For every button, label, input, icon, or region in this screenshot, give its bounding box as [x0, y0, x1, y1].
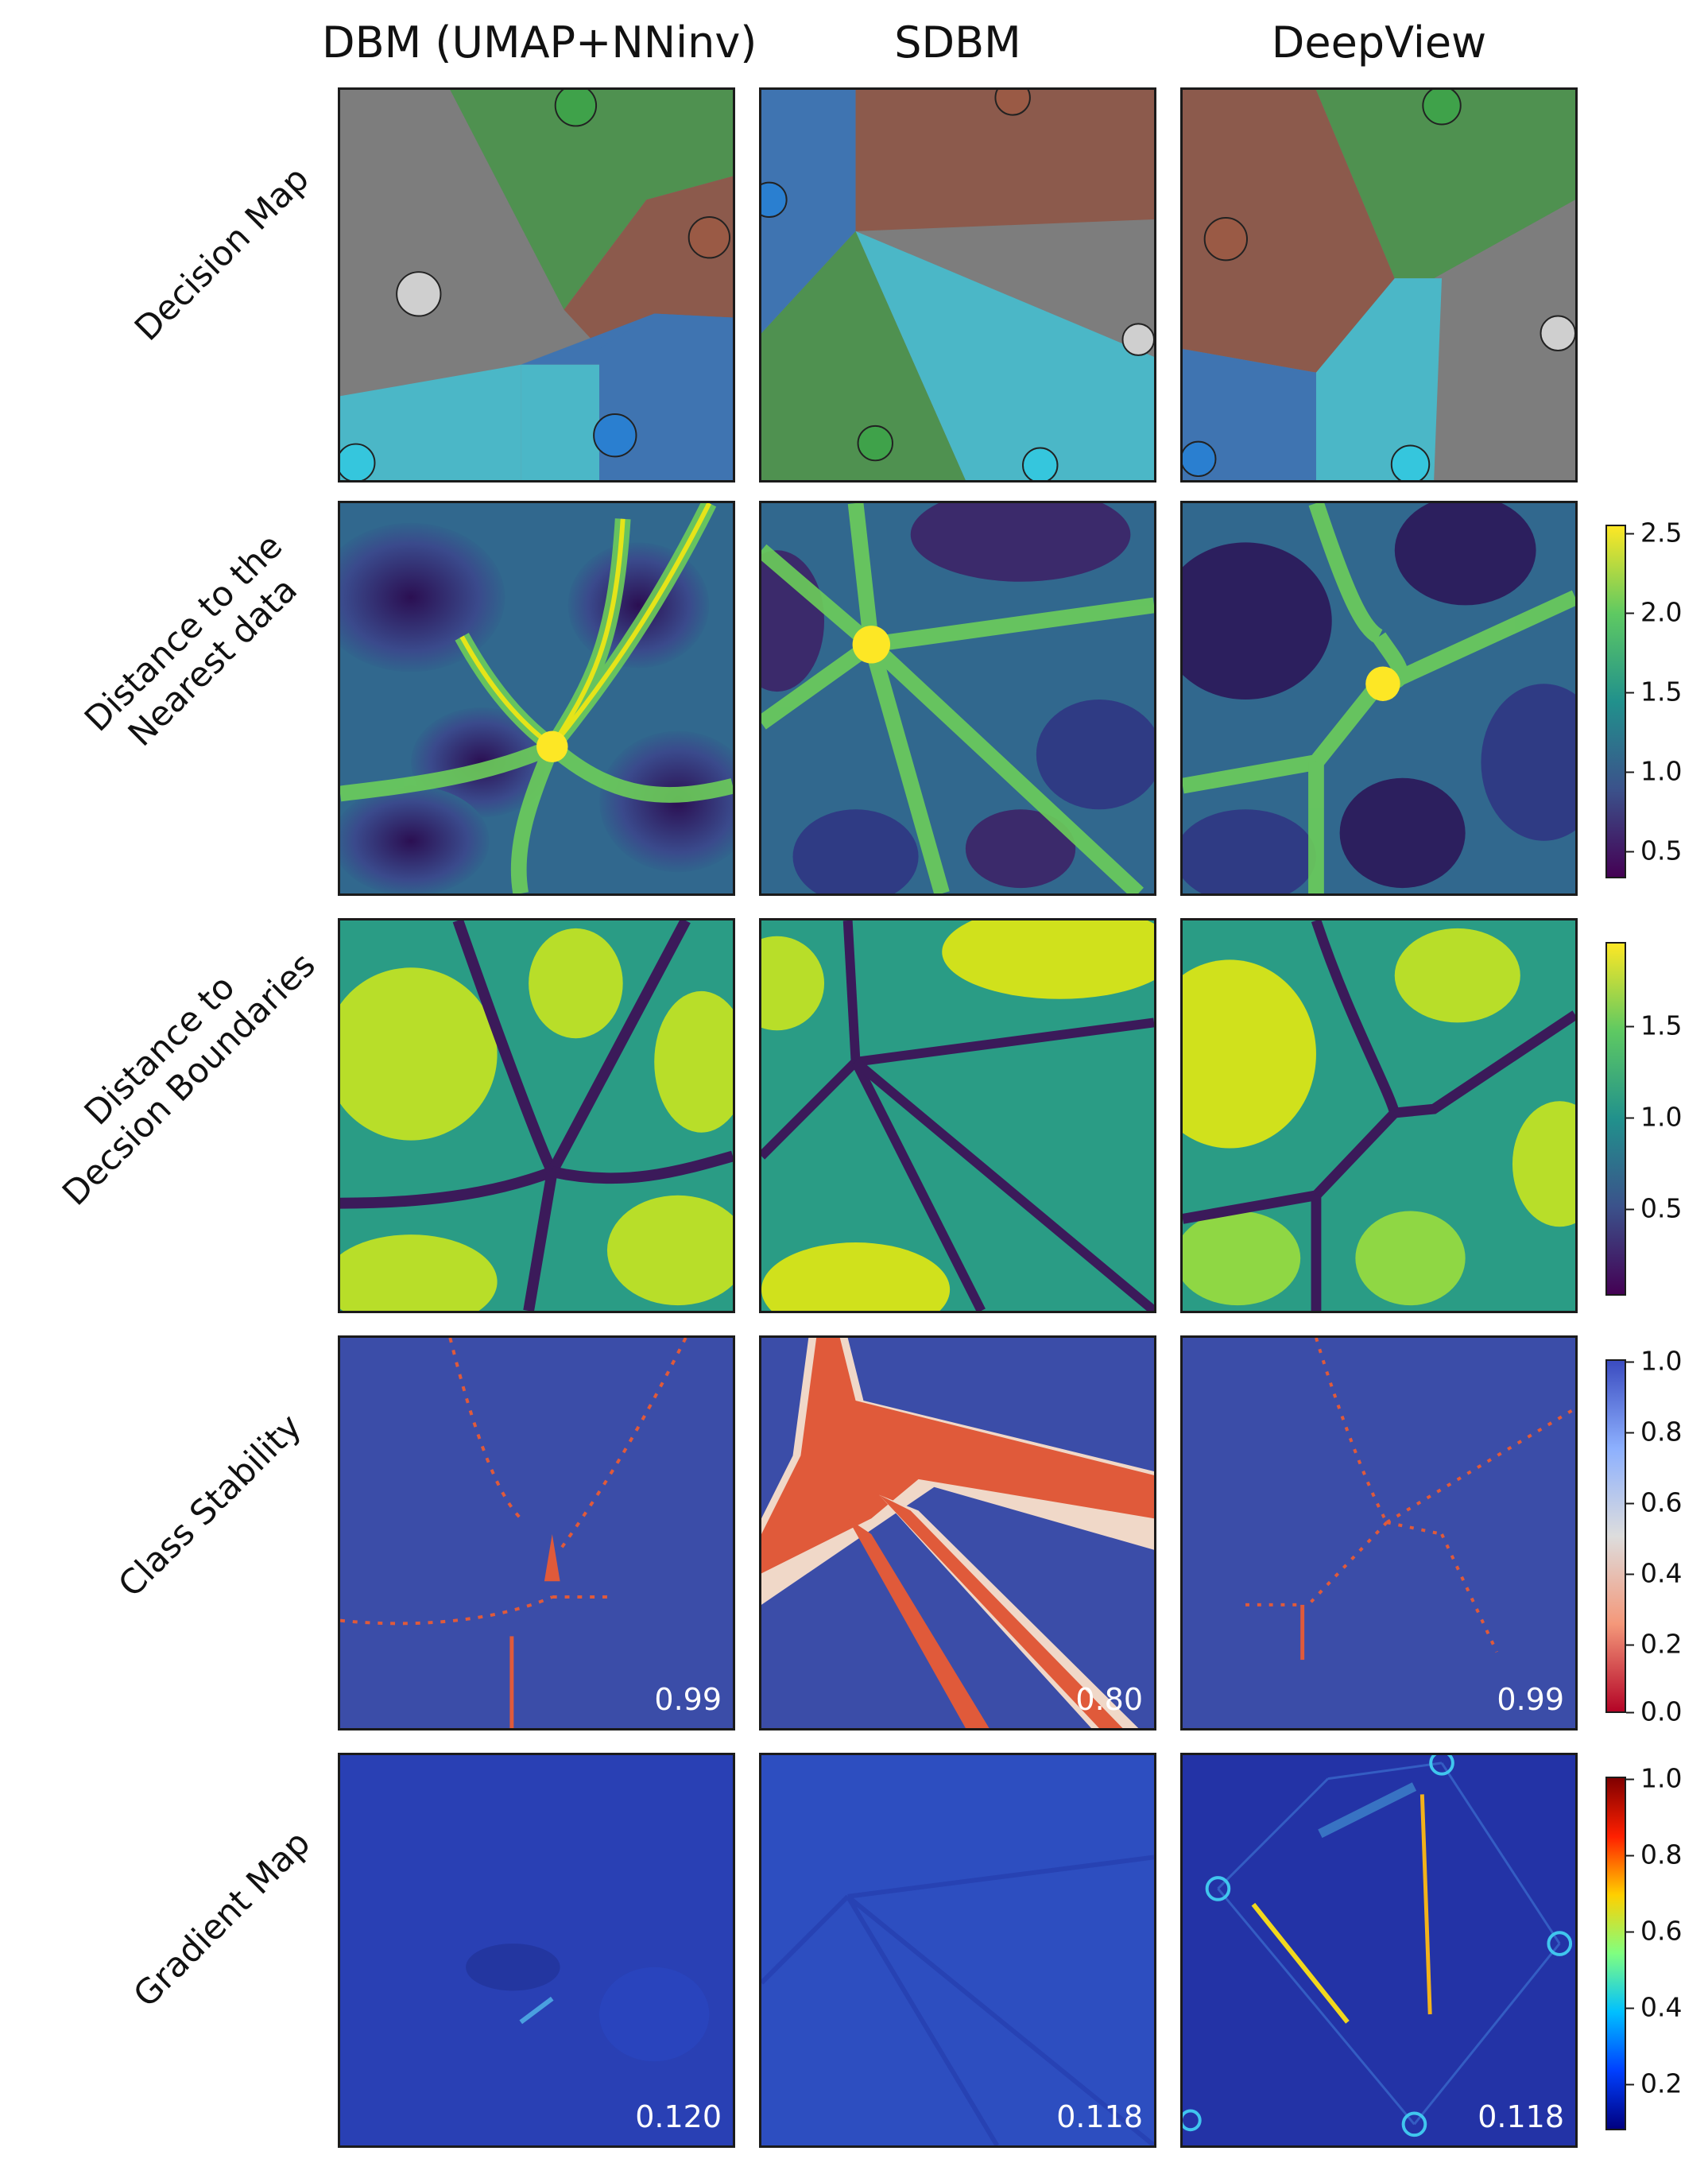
- colorbar-tick: 0.8: [1625, 1416, 1683, 1448]
- decision-map-dbm: [338, 87, 735, 483]
- colorbar-tick: 1.5: [1625, 676, 1683, 707]
- colorbar-tick: 0.2: [1625, 2068, 1683, 2099]
- distance-nearest-dbm: [338, 501, 735, 896]
- colorbar-tick: 1.0: [1625, 1762, 1683, 1794]
- column-title-deepview: DeepView: [1271, 17, 1487, 68]
- decision-map-sdbm: [759, 87, 1156, 483]
- gradient-map-sdbm: 0.118: [759, 1753, 1156, 2148]
- colorbar-tick: 0.6: [1625, 1486, 1683, 1518]
- gradient-map-deepview: 0.118: [1180, 1753, 1578, 2148]
- row-label-distance-boundaries: Distance to Decsion Boundaries: [54, 944, 323, 1214]
- gradient-map-dbm: 0.120: [338, 1753, 735, 2148]
- row-label-gradient-map: Gradient Map: [126, 1823, 319, 2016]
- distance-boundaries-deepview: [1180, 918, 1578, 1313]
- row-label-class-stability: Class Stability: [110, 1406, 310, 1606]
- colorbar-distance-nearest: [1605, 525, 1626, 878]
- class-stability-sdbm: 0.80: [759, 1335, 1156, 1730]
- colorbar-tick: 0.0: [1625, 1696, 1683, 1727]
- distance-nearest-sdbm: [759, 501, 1156, 896]
- colorbar-class-stability: [1605, 1359, 1626, 1713]
- gradient-map-score-deepview: 0.118: [1478, 2099, 1564, 2134]
- colorbar-tick: 1.5: [1625, 1010, 1683, 1041]
- colorbar-gradient-map: [1605, 1777, 1626, 2130]
- column-title-sdbm: SDBM: [894, 17, 1021, 68]
- row-label-distance-nearest: Distance to the Nearest data: [77, 526, 305, 754]
- decision-map-deepview: [1180, 87, 1578, 483]
- distance-boundaries-dbm: [338, 918, 735, 1313]
- colorbar-tick: 0.5: [1625, 835, 1683, 866]
- colorbar-distance-boundaries: [1605, 942, 1626, 1296]
- distance-nearest-deepview: [1180, 501, 1578, 896]
- column-title-dbm: DBM (UMAP+NNinv): [322, 17, 757, 68]
- class-stability-dbm: 0.99: [338, 1335, 735, 1730]
- colorbar-tick: 1.0: [1625, 1345, 1683, 1377]
- gradient-map-score-sdbm: 0.118: [1056, 2099, 1143, 2134]
- colorbar-tick: 1.0: [1625, 1101, 1683, 1133]
- colorbar-tick: 2.5: [1625, 517, 1683, 548]
- colorbar-tick: 2.0: [1625, 596, 1683, 628]
- colorbar-tick: 0.8: [1625, 1839, 1683, 1870]
- colorbar-tick: 1.0: [1625, 755, 1683, 787]
- class-stability-score-sdbm: 0.80: [1075, 1682, 1143, 1717]
- gradient-map-score-dbm: 0.120: [635, 2099, 722, 2134]
- colorbar-tick: 0.5: [1625, 1192, 1683, 1224]
- class-stability-deepview: 0.99: [1180, 1335, 1578, 1730]
- row-label-decision-map: Decision Map: [127, 159, 317, 349]
- class-stability-score-deepview: 0.99: [1497, 1682, 1564, 1717]
- colorbar-tick: 0.2: [1625, 1628, 1683, 1660]
- colorbar-tick: 0.4: [1625, 1991, 1683, 2023]
- colorbar-tick: 0.6: [1625, 1915, 1683, 1947]
- class-stability-score-dbm: 0.99: [654, 1682, 722, 1717]
- distance-boundaries-sdbm: [759, 918, 1156, 1313]
- colorbar-tick: 0.4: [1625, 1557, 1683, 1589]
